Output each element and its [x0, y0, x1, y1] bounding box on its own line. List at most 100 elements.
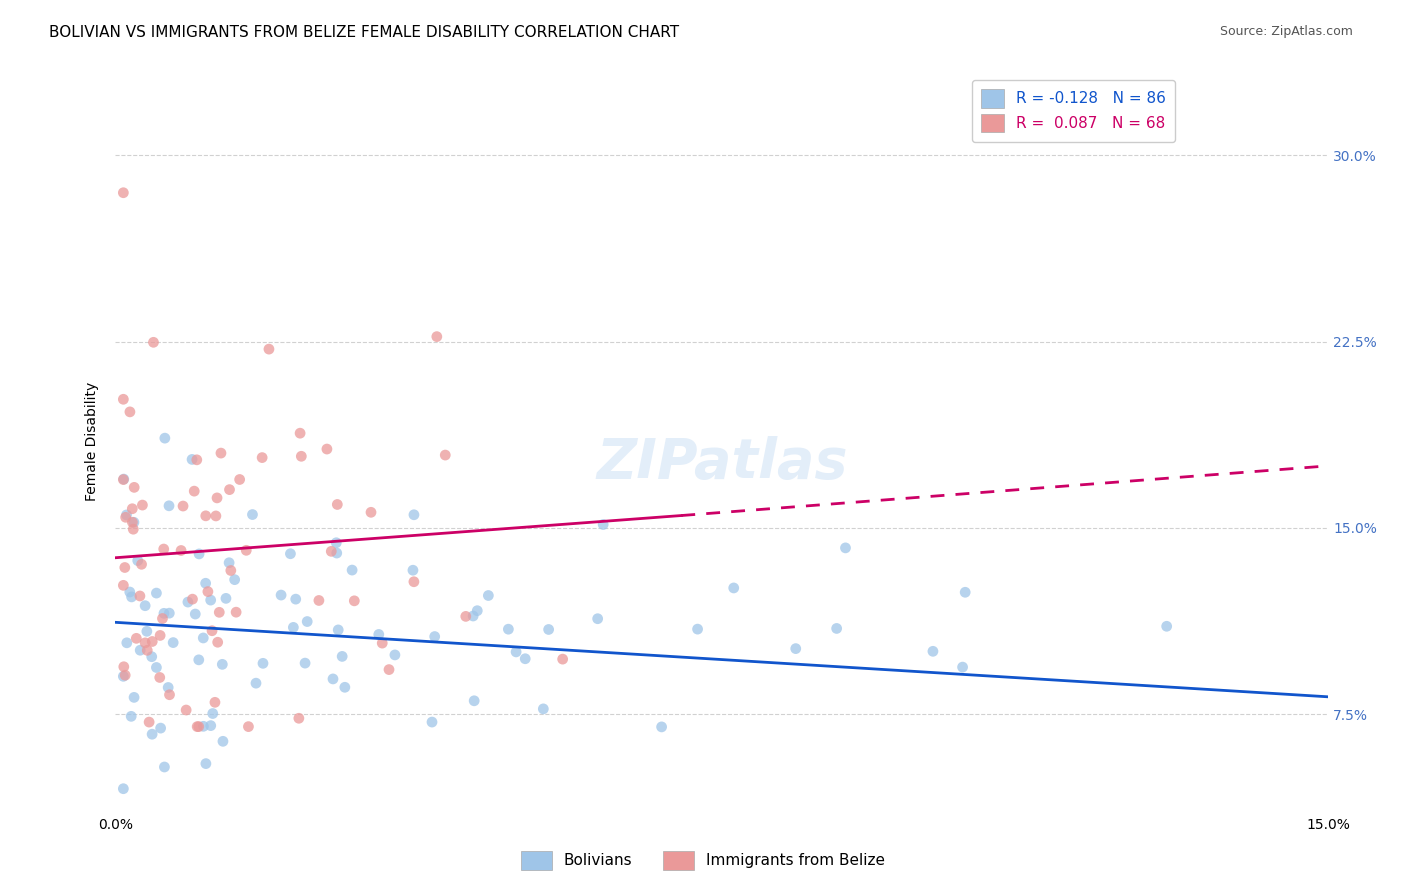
Point: [498, 622, 520, 636]
Point: [186, 720, 208, 734]
Point: [454, 609, 477, 624]
Point: [686, 622, 709, 636]
Point: [343, 594, 366, 608]
Point: [367, 627, 389, 641]
Point: [149, 721, 172, 735]
Point: [114, 510, 136, 524]
Point: [505, 645, 527, 659]
Point: [330, 649, 353, 664]
Point: [112, 781, 135, 796]
Point: [208, 605, 231, 619]
Point: [145, 586, 167, 600]
Point: [212, 734, 235, 748]
Point: [378, 663, 401, 677]
Point: [122, 522, 145, 536]
Point: [242, 508, 264, 522]
Point: [205, 508, 228, 523]
Point: [228, 473, 250, 487]
Point: [153, 760, 176, 774]
Point: [402, 574, 425, 589]
Point: [122, 516, 145, 530]
Point: [371, 636, 394, 650]
Point: [121, 590, 143, 604]
Text: BOLIVIAN VS IMMIGRANTS FROM BELIZE FEMALE DISABILITY CORRELATION CHART: BOLIVIAN VS IMMIGRANTS FROM BELIZE FEMAL…: [49, 25, 679, 40]
Point: [321, 544, 343, 558]
Point: [184, 607, 207, 621]
Point: [252, 657, 274, 671]
Point: [152, 542, 174, 557]
Point: [463, 694, 485, 708]
Point: [193, 719, 215, 733]
Point: [194, 756, 217, 771]
Point: [112, 578, 135, 592]
Point: [257, 342, 280, 356]
Point: [112, 669, 135, 683]
Point: [426, 329, 449, 343]
Point: [308, 593, 330, 607]
Point: [785, 641, 807, 656]
Point: [333, 680, 356, 694]
Point: [207, 635, 229, 649]
Point: [402, 508, 425, 522]
Point: [177, 595, 200, 609]
Point: [205, 491, 228, 505]
Point: [531, 702, 554, 716]
Point: [200, 593, 222, 607]
Point: [183, 484, 205, 499]
Point: [125, 632, 148, 646]
Point: [224, 573, 246, 587]
Point: [181, 592, 204, 607]
Point: [120, 709, 142, 723]
Point: [142, 335, 165, 350]
Point: [153, 607, 176, 621]
Point: [129, 643, 152, 657]
Point: [149, 628, 172, 642]
Point: [215, 591, 238, 606]
Point: [922, 644, 945, 658]
Point: [952, 660, 974, 674]
Point: [200, 718, 222, 732]
Point: [201, 624, 224, 638]
Text: ZIPatlas: ZIPatlas: [596, 436, 848, 491]
Point: [194, 508, 217, 523]
Point: [122, 480, 145, 494]
Point: [141, 727, 163, 741]
Point: [134, 636, 156, 650]
Point: [194, 576, 217, 591]
Point: [162, 635, 184, 649]
Point: [115, 508, 138, 522]
Point: [114, 668, 136, 682]
Text: Source: ZipAtlas.com: Source: ZipAtlas.com: [1219, 25, 1353, 38]
Point: [201, 706, 224, 721]
Point: [537, 623, 560, 637]
Point: [218, 483, 240, 497]
Point: [420, 714, 443, 729]
Point: [515, 652, 537, 666]
Point: [586, 612, 609, 626]
Point: [288, 711, 311, 725]
Point: [115, 636, 138, 650]
Point: [423, 630, 446, 644]
Point: [225, 605, 247, 619]
Point: [127, 553, 149, 567]
Point: [325, 535, 347, 549]
Point: [112, 659, 135, 673]
Point: [463, 609, 485, 624]
Point: [825, 622, 848, 636]
Point: [157, 606, 180, 620]
Point: [326, 498, 349, 512]
Point: [181, 452, 204, 467]
Point: [280, 547, 302, 561]
Point: [187, 720, 209, 734]
Point: [172, 499, 194, 513]
Point: [322, 672, 344, 686]
Point: [218, 556, 240, 570]
Point: [360, 505, 382, 519]
Y-axis label: Female Disability: Female Disability: [86, 382, 100, 500]
Point: [134, 599, 156, 613]
Point: [1156, 619, 1178, 633]
Point: [114, 560, 136, 574]
Point: [294, 656, 316, 670]
Point: [434, 448, 457, 462]
Point: [174, 703, 197, 717]
